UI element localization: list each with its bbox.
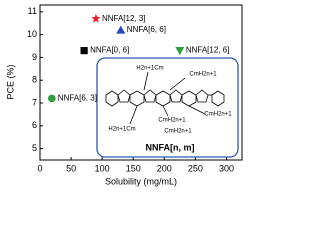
x-tick-label: 200 — [157, 163, 172, 173]
inset-label: H2n+1Cm — [108, 127, 135, 133]
point — [175, 46, 185, 56]
inset: H2n+1Cm CmH2n+1 CmH2n+1 CmH2n+1 H2n+1Cm … — [96, 57, 239, 158]
point — [116, 25, 126, 34]
inset-label: CmH2n+1 — [189, 72, 217, 78]
point — [47, 94, 56, 103]
y-tick-label: 5 — [32, 143, 37, 153]
chart: Solubility (mg/mL) PCE (%) H2n+1Cm CmH2n… — [5, 4, 243, 186]
y-tick-label: 8 — [32, 75, 37, 85]
y-tick-label: 7 — [32, 97, 37, 107]
point-label: NNFA[12, 6] — [186, 46, 230, 55]
y-tick-label: 11 — [28, 6, 37, 16]
point-label: NNFA[0, 6] — [90, 46, 129, 55]
inset-label: H2n+1Cm — [136, 66, 163, 72]
inset-label: CmH2n+1 — [204, 112, 232, 118]
point — [80, 46, 88, 55]
point-label: NNFA[6, 6] — [127, 25, 166, 34]
x-tick-label: 100 — [95, 163, 110, 173]
inset-label: CmH2n+1 — [164, 129, 192, 135]
y-axis-label: PCE (%) — [5, 64, 15, 99]
x-tick-label: 0 — [37, 163, 42, 173]
inset-frame — [96, 57, 239, 158]
x-tick-label: 300 — [219, 163, 234, 173]
point-label: NNFA[12, 3] — [102, 14, 146, 23]
y-tick-label: 10 — [27, 29, 37, 39]
x-tick-label: 50 — [66, 163, 76, 173]
x-axis-label: Solubility (mg/mL) — [105, 176, 177, 186]
molecule — [105, 71, 225, 125]
y-tick-label: 9 — [32, 52, 37, 62]
point — [91, 13, 101, 23]
point-label: NNFA[6, 3] — [58, 94, 97, 103]
inset-title: NNFA[n, m] — [146, 142, 195, 152]
y-tick-label: 6 — [32, 120, 37, 130]
inset-label: CmH2n+1 — [158, 118, 186, 124]
x-tick-label: 150 — [126, 163, 141, 173]
x-tick-label: 250 — [188, 163, 203, 173]
